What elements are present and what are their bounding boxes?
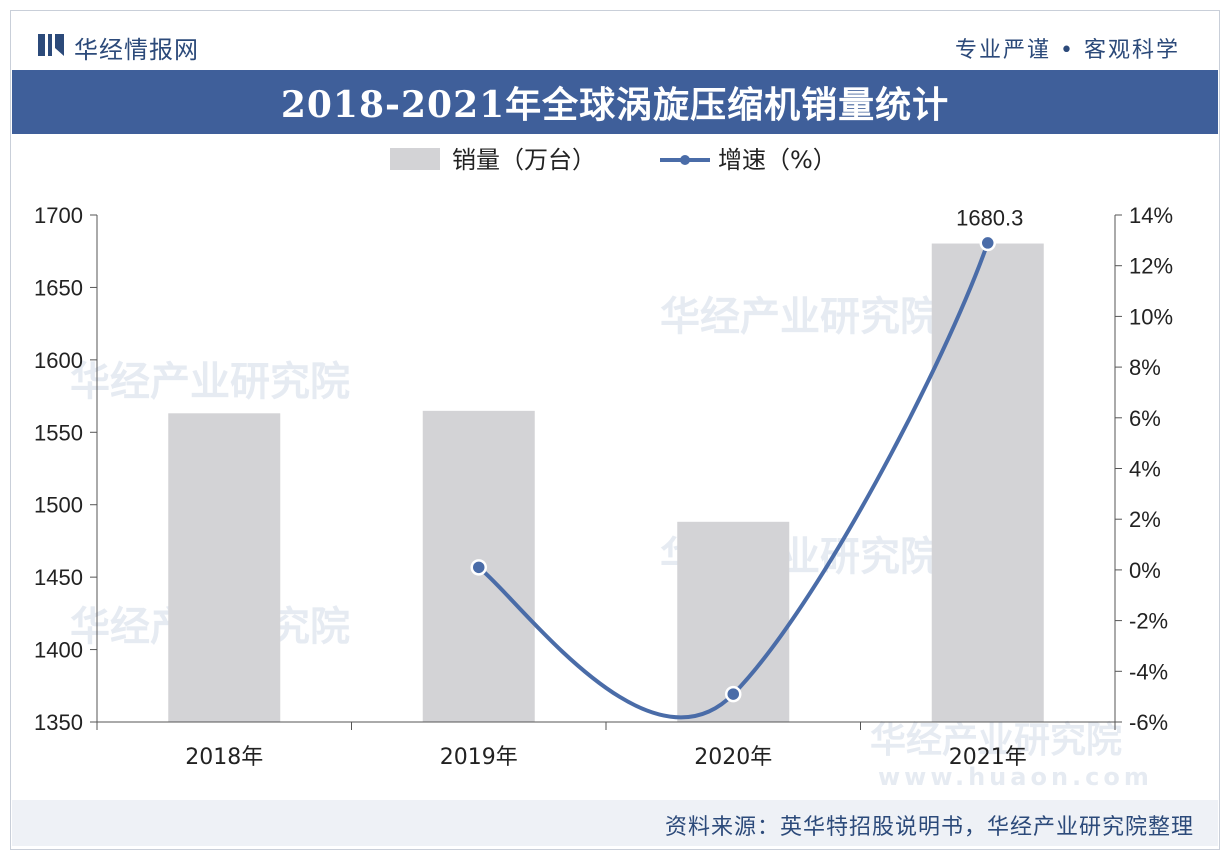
- legend-swatch-sales: [390, 148, 440, 170]
- legend-swatch-growth-dot: [680, 155, 690, 165]
- y-right-tick-label: -4%: [1129, 659, 1168, 684]
- axes-layer: 1350 1400 1450 1500 1550 1600 1650 1700 -6% -4% -2…: [34, 203, 1173, 770]
- growth-point-2019年: [470, 559, 487, 576]
- y-left-tick-label: 1600: [34, 348, 83, 373]
- top-bar: 华经情报网 专业严谨 • 客观科学: [10, 18, 1200, 66]
- y-left-tick-label: 1550: [34, 420, 83, 445]
- x-tick-label: 2020年: [694, 745, 772, 770]
- y-right-tick-label: 12%: [1129, 254, 1173, 279]
- bar-2021年: [931, 243, 1044, 722]
- brand-name: 华经情报网: [74, 36, 199, 64]
- watermark-text: 华经产业研究院: [660, 294, 940, 340]
- data-labels-layer: 1680.3: [956, 206, 1023, 231]
- legend-label-growth: 增速（%）: [718, 146, 837, 174]
- watermark-text: 华经产业研究院: [70, 359, 350, 405]
- x-tick-label: 2018年: [185, 745, 263, 770]
- y-right-tick-label: 6%: [1129, 406, 1161, 431]
- x-tick-label: 2021年: [949, 745, 1027, 770]
- y-right-tick-label: 8%: [1129, 355, 1161, 380]
- bar-data-label: 1680.3: [956, 206, 1023, 231]
- y-left-tick-label: 1350: [34, 710, 83, 735]
- title-band: 2018-2021年全球涡旋压缩机销量统计: [12, 70, 1218, 134]
- brand-logo-icon: [38, 34, 64, 56]
- y-left-tick-label: 1500: [34, 493, 83, 518]
- chart-title: 2018-2021年全球涡旋压缩机销量统计: [280, 84, 950, 126]
- y-right-tick-label: -2%: [1129, 609, 1168, 634]
- growth-point-2020年: [725, 685, 742, 703]
- y-right-tick-label: 4%: [1129, 457, 1161, 482]
- legend: 销量（万台） 增速（%）: [390, 146, 837, 174]
- x-tick-label: 2019年: [440, 745, 518, 770]
- slogan: 专业严谨 • 客观科学: [955, 38, 1180, 63]
- growth-point-2021年: [979, 234, 996, 252]
- y-left-tick-label: 1400: [34, 638, 83, 663]
- watermark-text: 华经产业研究院: [870, 720, 1122, 761]
- y-right-tick-label: 10%: [1129, 304, 1173, 329]
- y-right-tick-label: 14%: [1129, 203, 1173, 228]
- y-right-tick-label: -6%: [1129, 710, 1168, 735]
- y-left-tick-label: 1700: [34, 203, 83, 228]
- growth-line: [477, 242, 990, 720]
- source-note: 资料来源：英华特招股说明书，华经产业研究院整理: [664, 815, 1194, 840]
- watermark-url: www.huaon.com: [878, 763, 1153, 791]
- bar-2018年: [168, 413, 281, 722]
- y-right-tick-label: 2%: [1129, 507, 1161, 532]
- growth-line-layer: [470, 234, 996, 720]
- y-left-tick-label: 1450: [34, 565, 83, 590]
- bars-layer: [168, 243, 1044, 722]
- footer-band: 资料来源：英华特招股说明书，华经产业研究院整理: [12, 800, 1218, 846]
- y-right-tick-label: 0%: [1129, 558, 1161, 583]
- legend-label-sales: 销量（万台）: [452, 146, 596, 174]
- y-left-tick-label: 1650: [34, 275, 83, 300]
